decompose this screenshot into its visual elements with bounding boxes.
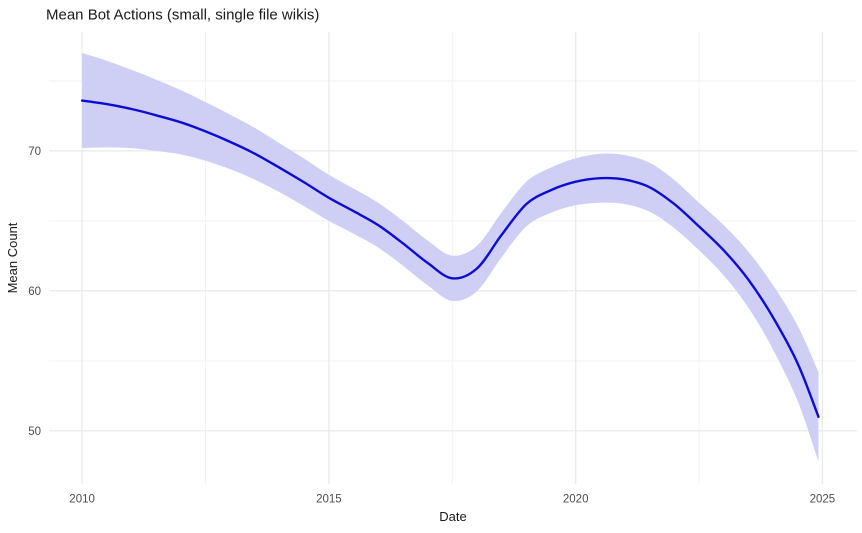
x-tick-label: 2010 (69, 494, 95, 506)
trend-line (80, 99, 820, 418)
x-tick-label: 2015 (316, 494, 342, 506)
x-tick-label: 2025 (810, 494, 836, 506)
y-tick-label: 50 (28, 426, 41, 438)
chart-title: Mean Bot Actions (small, single file wik… (46, 7, 319, 24)
data-layer (80, 53, 820, 462)
x-tick-label: 2020 (563, 494, 589, 506)
y-axis-title: Mean Count (5, 222, 20, 293)
tick-layer: 2010 2015 2020 2025 50 60 70 (28, 146, 835, 506)
confidence-band (82, 53, 819, 462)
x-axis-title: Date (439, 509, 466, 524)
y-tick-label: 70 (28, 146, 41, 158)
grid-layer (49, 32, 857, 484)
y-tick-label: 60 (28, 286, 41, 298)
